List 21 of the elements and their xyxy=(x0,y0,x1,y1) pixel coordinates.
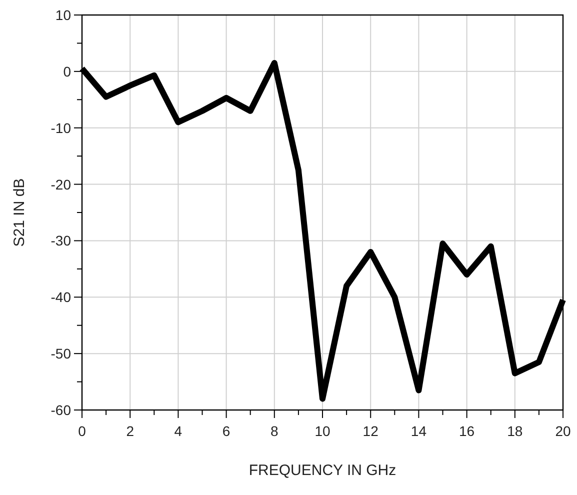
x-tick-label: 18 xyxy=(507,423,523,439)
y-tick-label: -30 xyxy=(50,232,72,249)
x-tick-label: 10 xyxy=(314,423,330,439)
y-axis-title: S21 IN dB xyxy=(11,178,28,247)
y-tick-label: -60 xyxy=(50,402,72,418)
x-tick-label: 2 xyxy=(126,423,134,439)
x-axis-title: FREQUENCY IN GHz xyxy=(248,462,396,479)
x-tick-label: 20 xyxy=(555,423,571,439)
x-tick-label: 0 xyxy=(78,423,86,439)
y-tick-label: -20 xyxy=(50,176,72,192)
y-tick-label: 0 xyxy=(63,63,72,80)
x-tick-label: 8 xyxy=(270,423,278,439)
y-tick-label: -10 xyxy=(50,120,72,136)
x-tick-label: 4 xyxy=(174,423,182,439)
x-tick-label: 16 xyxy=(459,423,475,439)
y-tick-label: -50 xyxy=(50,346,72,362)
x-tick-label: 14 xyxy=(410,423,427,439)
x-tick-label: 6 xyxy=(222,423,230,439)
y-tick-label: -40 xyxy=(50,289,72,306)
x-tick-label: 12 xyxy=(362,423,379,439)
y-tick-label: 10 xyxy=(55,7,72,23)
